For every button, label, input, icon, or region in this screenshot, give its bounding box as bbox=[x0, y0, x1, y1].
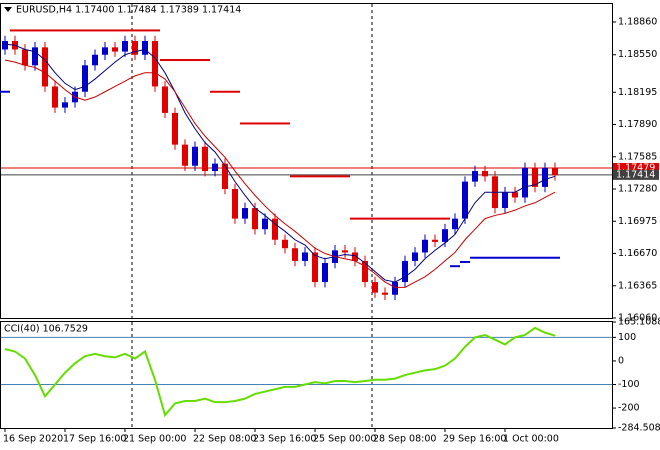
candle-body bbox=[132, 41, 138, 55]
x-tick-label: 29 Sep 16:00 bbox=[443, 434, 506, 445]
candle-body bbox=[292, 248, 298, 261]
candle-body bbox=[422, 239, 428, 253]
x-tick-label: 21 Sep 00:00 bbox=[123, 434, 186, 445]
indicator-title: CCI(40) 106.7529 bbox=[4, 324, 88, 335]
y-tick-label: 1.17280 bbox=[618, 184, 657, 195]
candle-body bbox=[102, 47, 108, 55]
candle-body bbox=[382, 292, 388, 295]
candle-body bbox=[472, 171, 478, 182]
candle-body bbox=[462, 181, 468, 219]
candle-body bbox=[432, 239, 438, 242]
candle-body bbox=[82, 65, 88, 92]
x-tick-label: 1 Oct 00:00 bbox=[503, 434, 559, 445]
chart-title: EURUSD,H4 1.17400 1.17484 1.17389 1.1741… bbox=[16, 5, 241, 16]
price-label: 1.17414 bbox=[616, 169, 655, 180]
candle-body bbox=[522, 167, 528, 198]
y-tick-label: 1.17890 bbox=[618, 119, 657, 130]
candle-body bbox=[552, 167, 558, 176]
x-tick-label: 17 Sep 16:00 bbox=[63, 434, 126, 445]
y-tick-label: -100 bbox=[618, 379, 640, 390]
candle-body bbox=[32, 47, 38, 66]
candle-body bbox=[162, 86, 168, 113]
candle-body bbox=[112, 47, 118, 52]
y-tick-label: 1.16365 bbox=[618, 280, 657, 291]
price-label-box bbox=[613, 162, 659, 173]
candle-body bbox=[392, 282, 398, 295]
candle-body bbox=[482, 171, 488, 177]
x-tick-label: 22 Sep 08:00 bbox=[193, 434, 256, 445]
candle-body bbox=[542, 167, 548, 187]
candle-body bbox=[442, 229, 448, 242]
candle-body bbox=[152, 41, 158, 87]
candle-body bbox=[222, 163, 228, 190]
menu-icon bbox=[4, 7, 12, 12]
price-label-box bbox=[613, 169, 659, 180]
candle-body bbox=[372, 282, 378, 293]
candle-body bbox=[452, 218, 458, 230]
candle-body bbox=[402, 260, 408, 283]
indicator-frame bbox=[0, 321, 613, 429]
y-tick-label: 1.18860 bbox=[618, 16, 657, 27]
candle-body bbox=[302, 252, 308, 261]
candle-body bbox=[282, 239, 288, 249]
candle-body bbox=[262, 218, 268, 230]
candle-body bbox=[232, 189, 238, 219]
y-tick-label: 1.16975 bbox=[618, 216, 657, 227]
candle-body bbox=[252, 208, 258, 230]
candle-body bbox=[22, 49, 28, 66]
candle-body bbox=[502, 192, 508, 209]
y-tick-label: 165.1088 bbox=[618, 317, 660, 328]
candle-body bbox=[42, 47, 48, 87]
candle-body bbox=[52, 86, 58, 108]
y-tick-label: -284.5089 bbox=[618, 423, 660, 434]
x-tick-label: 16 Sep 2020 bbox=[3, 434, 63, 445]
candle-body bbox=[212, 163, 218, 172]
candle-body bbox=[122, 41, 128, 52]
candle-body bbox=[62, 102, 68, 108]
x-tick-label: 25 Sep 00:00 bbox=[313, 434, 376, 445]
candle-body bbox=[142, 41, 148, 55]
candle-body bbox=[182, 144, 188, 166]
y-tick-label: 1.16060 bbox=[618, 313, 657, 324]
candle-body bbox=[412, 252, 418, 261]
y-tick-label: 1.16670 bbox=[618, 248, 657, 259]
moving-average bbox=[4, 43, 556, 283]
x-tick-label: 23 Sep 16:00 bbox=[253, 434, 316, 445]
candle-body bbox=[202, 146, 208, 172]
candle-body bbox=[312, 252, 318, 283]
candle-body bbox=[322, 263, 328, 283]
x-tick-label: 28 Sep 08:00 bbox=[373, 434, 436, 445]
y-tick-label: 0 bbox=[618, 355, 624, 366]
candle-body bbox=[342, 250, 348, 253]
candle-body bbox=[512, 192, 518, 198]
y-tick-label: 100 bbox=[618, 332, 636, 343]
candle-body bbox=[362, 260, 368, 283]
candle-body bbox=[532, 167, 538, 187]
y-tick-label: 1.18195 bbox=[618, 87, 657, 98]
candle-body bbox=[242, 208, 248, 219]
y-tick-label: -200 bbox=[618, 403, 640, 414]
candle-body bbox=[192, 146, 198, 166]
main-frame bbox=[0, 3, 613, 319]
candle-body bbox=[352, 252, 358, 261]
candle-body bbox=[172, 112, 178, 145]
candle-body bbox=[92, 54, 98, 66]
candle-body bbox=[2, 41, 8, 50]
y-tick-label: 1.17585 bbox=[618, 151, 657, 162]
price-label: 1.17479 bbox=[616, 162, 655, 173]
candle-body bbox=[272, 218, 278, 240]
moving-average bbox=[4, 59, 556, 288]
y-tick-label: 1.18550 bbox=[618, 49, 657, 60]
cci-line bbox=[4, 326, 556, 418]
